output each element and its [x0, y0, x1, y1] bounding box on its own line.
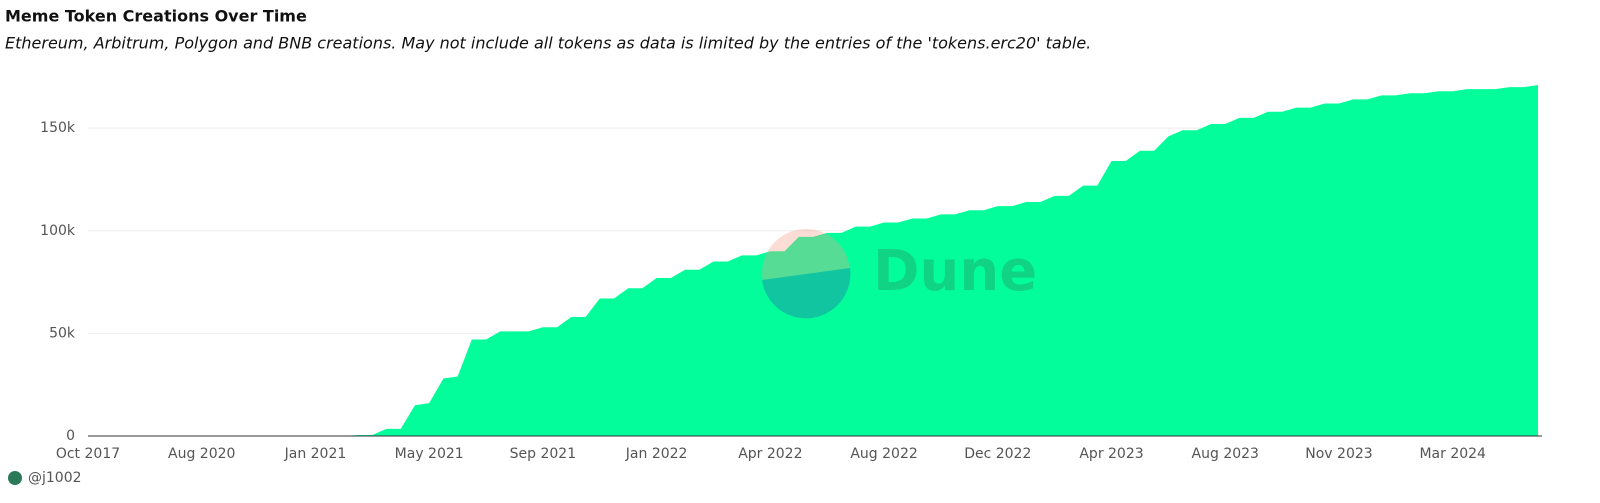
x-tick-label: Aug 2020 — [168, 446, 235, 462]
y-tick-label: 150k — [40, 120, 76, 136]
author-name: @j1002 — [28, 470, 82, 486]
watermark-text: Dune — [873, 239, 1037, 304]
x-tick-label: Jan 2021 — [284, 446, 347, 462]
x-tick-label: Oct 2017 — [56, 446, 120, 462]
x-tick-label: Dec 2022 — [964, 446, 1031, 462]
x-tick-label: Apr 2023 — [1079, 446, 1143, 462]
y-tick-label: 100k — [40, 223, 76, 239]
avatar — [8, 471, 22, 485]
x-tick-label: Sep 2021 — [510, 446, 576, 462]
x-tick-label: Mar 2024 — [1419, 446, 1486, 462]
y-tick-label: 50k — [49, 325, 76, 341]
area — [88, 85, 1538, 437]
watermark: Dune — [762, 229, 1037, 319]
watermark-logo — [762, 229, 850, 317]
x-tick-label: Aug 2023 — [1192, 446, 1259, 462]
x-tick-label: Apr 2022 — [738, 446, 802, 462]
x-tick-label: Aug 2022 — [850, 446, 917, 462]
x-tick-label: Jan 2022 — [625, 446, 688, 462]
y-tick-label: 0 — [66, 428, 75, 444]
watermark-logo-lower — [762, 268, 851, 319]
chart-subtitle: Ethereum, Arbitrum, Polygon and BNB crea… — [5, 34, 1091, 53]
x-tick-label: May 2021 — [395, 446, 464, 462]
chart-title: Meme Token Creations Over Time — [5, 7, 307, 26]
x-tick-label: Nov 2023 — [1305, 446, 1372, 462]
author: @j1002 — [8, 470, 82, 486]
